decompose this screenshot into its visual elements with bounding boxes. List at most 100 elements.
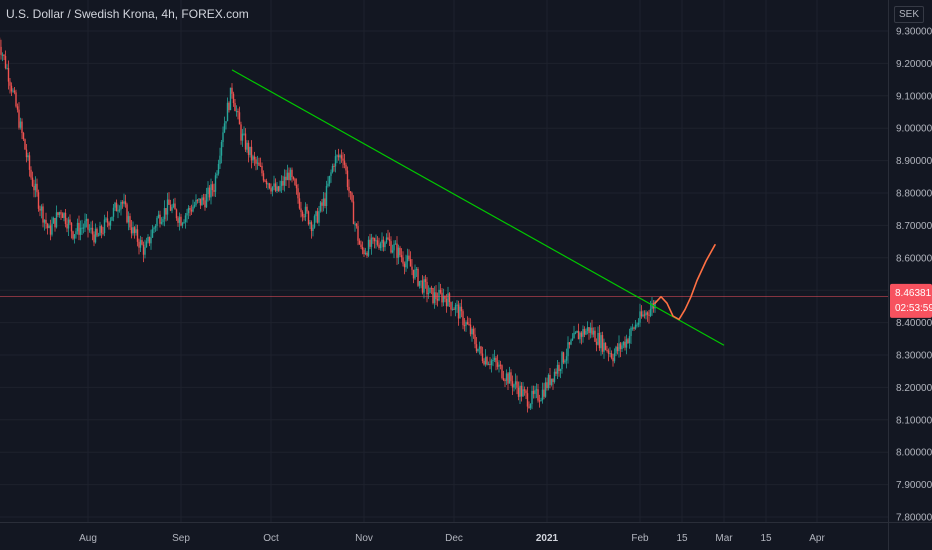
- candle-body-115: [169, 204, 172, 211]
- candle-body-18: [24, 139, 26, 150]
- candle-body-292: [435, 292, 437, 300]
- candle-body-409: [610, 353, 613, 358]
- price-tick-label: 7.90000: [896, 480, 932, 491]
- candle-body-394: [588, 327, 590, 333]
- candle-body-213: [316, 211, 319, 223]
- candle-body-82: [120, 201, 122, 210]
- price-axis[interactable]: 9.30000 9.20000 9.10000 9.00000 8.90000 8.800…: [896, 27, 932, 524]
- candle-body-176: [261, 166, 263, 174]
- time-tick-label: Apr: [809, 533, 825, 544]
- candle-body-321: [478, 346, 481, 349]
- candle-body-193: [286, 172, 289, 181]
- candle-body-299: [445, 298, 448, 307]
- candle-body-317: [472, 328, 475, 335]
- candle-body-177: [262, 173, 265, 181]
- candle-body-289: [430, 287, 433, 289]
- candle-body-16: [21, 121, 23, 134]
- candle-body-126: [186, 213, 188, 216]
- candle-body-259: [385, 237, 388, 243]
- candle-body-15: [19, 121, 22, 128]
- trendline[interactable]: [231, 69, 725, 346]
- price-tick-label: 8.40000: [896, 318, 932, 329]
- projection-curve[interactable]: [654, 244, 716, 321]
- candle-body-271: [403, 263, 406, 268]
- candle-body-17: [22, 133, 25, 140]
- candle-body-327: [487, 364, 490, 366]
- candle-body-196: [291, 169, 293, 178]
- candle-body-371: [553, 371, 556, 382]
- candle-body-77: [112, 207, 115, 217]
- candle-body-308: [459, 306, 461, 319]
- candle-body-149: [220, 142, 223, 156]
- candle-body-226: [336, 155, 338, 157]
- candle-body-401: [598, 332, 601, 349]
- currency-badge[interactable]: SEK: [893, 6, 924, 23]
- candle-body-96: [141, 240, 143, 245]
- candle-body-288: [429, 287, 431, 294]
- symbol-title[interactable]: U.S. Dollar / Swedish Krona, 4h, FOREX.c…: [6, 7, 249, 21]
- candle-body-85: [124, 201, 127, 205]
- candle-body-113: [166, 199, 169, 215]
- candle-body-192: [285, 176, 287, 181]
- candle-body-166: [246, 142, 248, 150]
- candle-body-141: [208, 187, 211, 198]
- candle-body-62: [90, 227, 92, 230]
- candle-body-328: [489, 364, 491, 366]
- candle-body-355: [529, 404, 532, 408]
- candle-body-373: [556, 364, 559, 374]
- candle-body-55: [79, 227, 82, 235]
- candle-body-253: [376, 240, 379, 245]
- candle-body-406: [606, 350, 608, 352]
- candle-body-405: [604, 342, 607, 351]
- candle-body-234: [348, 186, 350, 192]
- drawing-overlays[interactable]: [0, 69, 888, 346]
- candle-body-223: [331, 165, 334, 173]
- candle-body-135: [199, 198, 202, 206]
- candle-body-433: [646, 312, 649, 315]
- candle-body-178: [264, 180, 266, 182]
- time-tick-label: Aug: [79, 533, 97, 544]
- candle-body-353: [526, 393, 529, 407]
- candle-body-123: [181, 223, 184, 226]
- candle-body-416: [621, 345, 623, 350]
- candle-body-106: [156, 217, 158, 227]
- candle-body-243: [361, 246, 364, 250]
- candle-body-216: [321, 202, 323, 206]
- candle-body-8: [9, 81, 11, 86]
- candle-body-157: [232, 93, 235, 104]
- candle-body-301: [448, 293, 451, 303]
- candle-body-395: [589, 327, 592, 333]
- candle-body-4: [3, 54, 5, 56]
- candle-body-311: [463, 325, 466, 327]
- price-tick-label: 8.20000: [896, 383, 932, 394]
- candle-body-54: [78, 222, 80, 235]
- candle-body-136: [201, 197, 203, 206]
- candle-body-313: [466, 322, 469, 325]
- candle-body-304: [453, 308, 455, 310]
- candle-body-39: [55, 212, 58, 228]
- candle-body-217: [322, 198, 325, 206]
- time-axis[interactable]: Aug Sep Oct Nov Dec 2021 Feb 15 Mar 15 Apr: [79, 533, 825, 544]
- candle-body-109: [160, 222, 163, 224]
- candle-body-354: [528, 406, 530, 408]
- candle-body-419: [625, 339, 628, 348]
- candle-body-47: [67, 219, 70, 229]
- candle-body-247: [367, 239, 370, 256]
- candle-body-314: [468, 324, 470, 326]
- price-tick-label: 9.10000: [896, 91, 932, 102]
- candle-body-189: [280, 181, 283, 186]
- candle-body-127: [187, 208, 190, 214]
- candle-body-245: [364, 252, 367, 254]
- candle-body-147: [217, 163, 220, 174]
- candle-body-417: [622, 341, 625, 346]
- candle-body-274: [408, 255, 410, 260]
- candle-body-50: [72, 231, 74, 239]
- candle-body-411: [613, 353, 616, 362]
- price-tick-label: 9.00000: [896, 124, 932, 135]
- candle-body-27: [37, 192, 40, 209]
- candle-body-26: [36, 183, 38, 193]
- candle-body-231: [343, 160, 346, 165]
- candle-body-99: [145, 241, 148, 248]
- candle-body-210: [312, 227, 314, 232]
